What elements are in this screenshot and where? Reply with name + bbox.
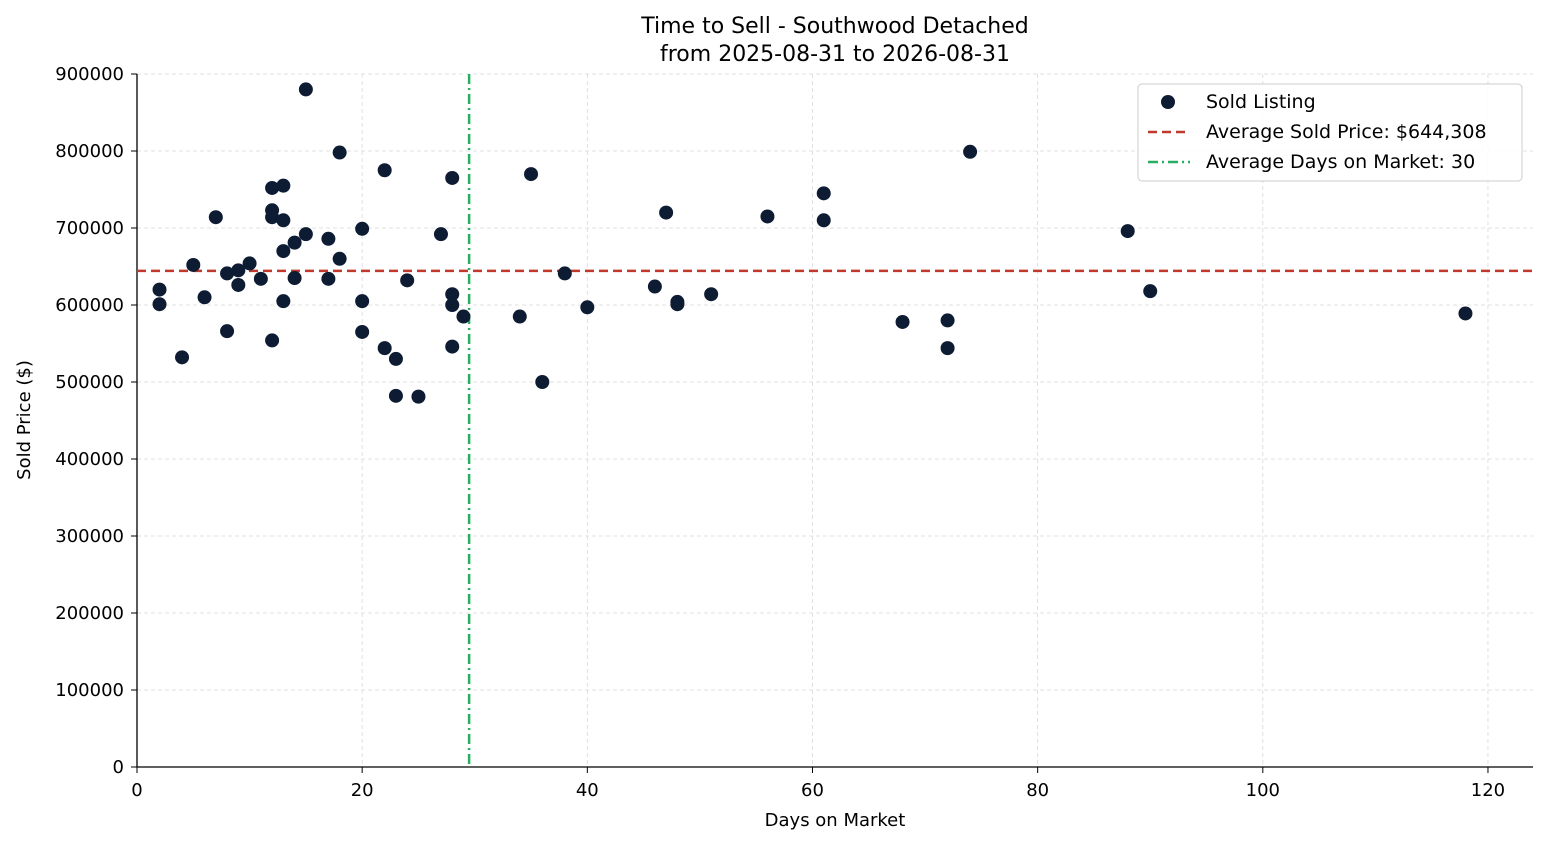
y-tick-label: 900000 (55, 64, 124, 85)
data-point (321, 231, 336, 246)
data-point (355, 294, 370, 309)
x-axis-label: Days on Market (765, 810, 906, 831)
data-point (298, 82, 313, 97)
y-tick-label: 500000 (55, 372, 124, 393)
data-point (445, 339, 460, 354)
x-tick-label: 120 (1471, 780, 1505, 801)
data-point (1458, 306, 1473, 321)
data-point (816, 186, 831, 201)
data-point (760, 209, 775, 224)
y-axis-label: Sold Price ($) (14, 360, 35, 480)
data-point (332, 145, 347, 160)
data-point (242, 256, 257, 271)
chart-subtitle: from 2025-08-31 to 2026-08-31 (660, 42, 1010, 67)
data-point (152, 282, 167, 297)
legend-box (1137, 83, 1523, 182)
data-point (670, 297, 685, 312)
y-tick-label: 100000 (55, 680, 124, 701)
data-point (265, 180, 280, 195)
data-point (445, 287, 460, 302)
data-point (276, 178, 291, 193)
reference-lines (137, 74, 1533, 767)
legend-label-sold-listing: Sold Listing (1206, 91, 1316, 113)
x-tick-label: 80 (1026, 780, 1049, 801)
data-point (895, 314, 910, 329)
data-point (963, 144, 978, 159)
data-point (940, 313, 955, 328)
data-point (287, 235, 302, 250)
data-point (355, 324, 370, 339)
legend-label-avg-days: Average Days on Market: 30 (1206, 151, 1475, 173)
y-tick-label: 300000 (55, 526, 124, 547)
axes (131, 73, 1533, 773)
data-point (197, 290, 212, 305)
data-point (377, 163, 392, 178)
data-point (388, 388, 403, 403)
data-point (332, 251, 347, 266)
data-point (265, 210, 280, 225)
x-tick-label: 20 (351, 780, 374, 801)
data-point (287, 271, 302, 286)
y-tick-label: 600000 (55, 295, 124, 316)
legend-marker-sold-listing (1161, 95, 1175, 109)
x-tick-label: 60 (801, 780, 824, 801)
y-tick-label: 400000 (55, 449, 124, 470)
data-point (276, 294, 291, 309)
scatter-points (152, 82, 1473, 404)
y-tick-label: 800000 (55, 141, 124, 162)
data-point (220, 266, 235, 281)
y-tick-label: 700000 (55, 218, 124, 239)
chart-title: Time to Sell - Southwood Detached (640, 14, 1029, 39)
data-point (433, 227, 448, 242)
data-point (940, 341, 955, 356)
data-point (231, 263, 246, 278)
data-point (535, 375, 550, 389)
legend-label-avg-price: Average Sold Price: $644,308 (1206, 121, 1487, 143)
data-point (208, 210, 223, 225)
data-point (355, 221, 370, 236)
data-point (816, 213, 831, 228)
y-tick-label: 200000 (55, 603, 124, 624)
data-point (1143, 284, 1158, 299)
tick-labels: 0 20 40 60 80 100 120 0 100000 200000 300000 400000… (55, 64, 1505, 801)
data-point (175, 350, 190, 365)
data-point (321, 271, 336, 286)
y-tick-label: 0 (113, 757, 124, 778)
data-point (411, 389, 426, 404)
data-point (580, 300, 595, 315)
data-point (524, 167, 539, 182)
data-point (647, 279, 662, 294)
data-point (704, 287, 719, 302)
data-point (445, 298, 460, 312)
data-point (152, 297, 167, 312)
data-point (186, 257, 201, 272)
data-point (377, 341, 392, 356)
data-point (557, 266, 572, 281)
data-point (445, 170, 460, 185)
x-tick-label: 0 (131, 780, 142, 801)
data-point (298, 227, 313, 242)
data-point (388, 351, 403, 366)
data-point (265, 333, 280, 348)
x-tick-label: 40 (576, 780, 599, 801)
data-point (276, 213, 291, 228)
data-point (253, 271, 268, 286)
data-point (231, 277, 246, 292)
data-point (456, 309, 471, 324)
data-point (220, 324, 235, 339)
legend: Sold Listing Average Sold Price: $644,30… (1137, 83, 1523, 182)
data-point (276, 244, 291, 259)
data-point (659, 205, 674, 220)
data-point (1120, 224, 1135, 239)
data-point (512, 309, 527, 324)
x-tick-label: 100 (1246, 780, 1280, 801)
data-point (400, 273, 415, 288)
